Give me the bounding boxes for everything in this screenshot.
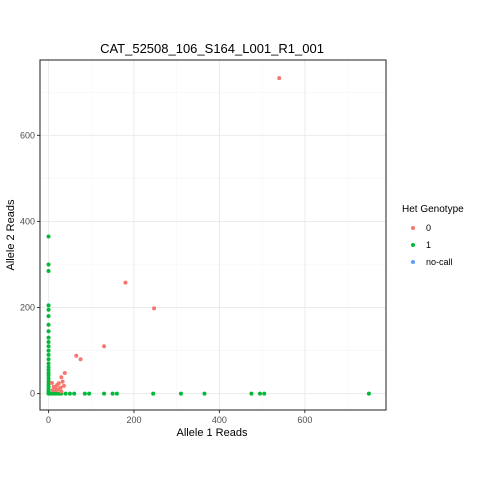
point-genotype-1 (87, 391, 92, 396)
point-genotype-1 (46, 322, 51, 327)
point-genotype-0 (59, 389, 64, 394)
point-genotype-1 (46, 307, 51, 312)
point-genotype-0 (59, 375, 64, 380)
x-axis-title: Allele 1 Reads (177, 427, 248, 439)
plot-border (39, 59, 387, 411)
point-genotype-1 (72, 391, 77, 396)
legend-label-0: 0 (426, 223, 431, 233)
x-tick-label: 0 (46, 415, 51, 425)
point-genotype-1 (249, 391, 254, 396)
y-tick-label: 0 (30, 389, 35, 399)
x-tick-label: 200 (126, 415, 141, 425)
grid (40, 60, 386, 410)
point-genotype-1 (110, 391, 115, 396)
point-genotype-1 (67, 391, 72, 396)
point-genotype-1 (46, 314, 51, 319)
point-genotype-1 (46, 357, 51, 362)
point-genotype-0 (123, 280, 128, 285)
point-genotype-1 (262, 391, 267, 396)
point-genotype-1 (366, 391, 371, 396)
point-genotype-0 (277, 76, 282, 81)
point-genotype-1 (63, 391, 68, 396)
point-genotype-1 (46, 262, 51, 267)
point-genotype-0 (74, 353, 79, 358)
point-genotype-1 (46, 352, 51, 357)
y-tick-label: 600 (20, 130, 35, 140)
legend: Het Genotype 0 1 no-call (402, 204, 464, 267)
legend-key-0 (411, 226, 415, 230)
point-genotype-1 (46, 361, 51, 366)
y-axis-title: Allele 2 Reads (5, 199, 17, 270)
point-genotype-1 (114, 391, 119, 396)
legend-label-no-call: no-call (426, 257, 453, 267)
point-genotype-1 (46, 339, 51, 344)
point-genotype-1 (46, 364, 51, 369)
point-genotype-1 (46, 335, 51, 340)
point-genotype-0 (51, 384, 56, 389)
point-genotype-0 (60, 379, 65, 384)
legend-key-1 (411, 243, 415, 247)
point-genotype-0 (50, 388, 55, 393)
point-genotype-1 (151, 391, 156, 396)
point-genotype-0 (152, 306, 157, 311)
point-genotype-1 (102, 391, 107, 396)
point-genotype-1 (46, 348, 51, 353)
point-genotype-1 (82, 391, 87, 396)
point-genotype-1 (46, 344, 51, 349)
point-genotype-0 (78, 357, 83, 362)
point-genotype-0 (102, 344, 107, 349)
x-tick-label: 600 (297, 415, 312, 425)
y-tick-label: 200 (20, 303, 35, 313)
point-genotype-0 (49, 380, 54, 385)
point-genotype-1 (46, 373, 51, 378)
point-genotype-1 (46, 376, 51, 381)
point-genotype-1 (46, 234, 51, 239)
legend-label-1: 1 (426, 240, 431, 250)
point-genotype-1 (46, 268, 51, 273)
point-genotype-1 (202, 391, 207, 396)
legend-key-no-call (411, 260, 415, 264)
point-genotype-1 (46, 367, 51, 372)
point-genotype-1 (257, 391, 262, 396)
data-points (46, 76, 371, 396)
point-genotype-0 (61, 383, 66, 388)
point-genotype-1 (178, 391, 183, 396)
point-genotype-1 (46, 329, 51, 334)
point-genotype-0 (54, 388, 59, 393)
chart-title: CAT_52508_106_S164_L001_R1_001 (100, 41, 324, 56)
point-genotype-0 (62, 370, 67, 375)
legend-title: Het Genotype (402, 204, 464, 215)
point-genotype-1 (46, 303, 51, 308)
plot-panel (40, 60, 386, 410)
x-tick-label: 400 (212, 415, 227, 425)
y-tick-label: 400 (20, 216, 35, 226)
axes: 0 200 400 600 0 200 400 600 (20, 130, 312, 425)
